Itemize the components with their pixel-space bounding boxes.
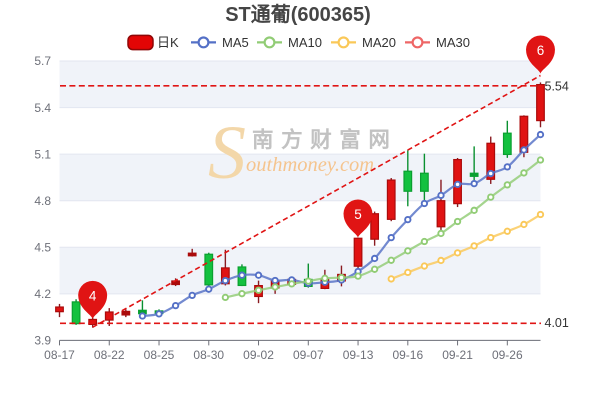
svg-text:08-25: 08-25	[144, 348, 175, 362]
svg-text:4.5: 4.5	[34, 240, 51, 254]
svg-text:S: S	[208, 111, 246, 195]
svg-text:09-26: 09-26	[492, 348, 523, 362]
svg-text:3.9: 3.9	[34, 334, 51, 348]
svg-text:5: 5	[354, 207, 362, 222]
svg-text:4.2: 4.2	[34, 287, 51, 301]
svg-text:5.7: 5.7	[34, 54, 51, 68]
svg-text:08-22: 08-22	[94, 348, 125, 362]
svg-text:09-16: 09-16	[392, 348, 423, 362]
svg-text:08-17: 08-17	[44, 348, 75, 362]
svg-text:5.4: 5.4	[34, 101, 51, 115]
svg-text:MA5: MA5	[222, 35, 249, 50]
svg-text:MA10: MA10	[288, 35, 322, 50]
svg-text:MA20: MA20	[362, 35, 396, 50]
svg-text:09-21: 09-21	[442, 348, 473, 362]
svg-text:09-13: 09-13	[343, 348, 374, 362]
svg-text:08-30: 08-30	[193, 348, 224, 362]
svg-text:ST通葡(600365): ST通葡(600365)	[225, 3, 371, 26]
svg-text:09-07: 09-07	[293, 348, 324, 362]
svg-text:4.01: 4.01	[545, 316, 569, 330]
svg-text:日K: 日K	[157, 35, 179, 50]
svg-text:outhmoney.com: outhmoney.com	[246, 154, 374, 176]
svg-text:南方财富网: 南方财富网	[252, 127, 398, 152]
svg-text:6: 6	[537, 43, 545, 58]
svg-text:MA30: MA30	[436, 35, 470, 50]
svg-text:5.1: 5.1	[34, 147, 51, 161]
svg-text:4: 4	[89, 288, 97, 303]
svg-text:5.54: 5.54	[545, 79, 569, 93]
svg-text:09-02: 09-02	[243, 348, 274, 362]
svg-text:4.8: 4.8	[34, 194, 51, 208]
